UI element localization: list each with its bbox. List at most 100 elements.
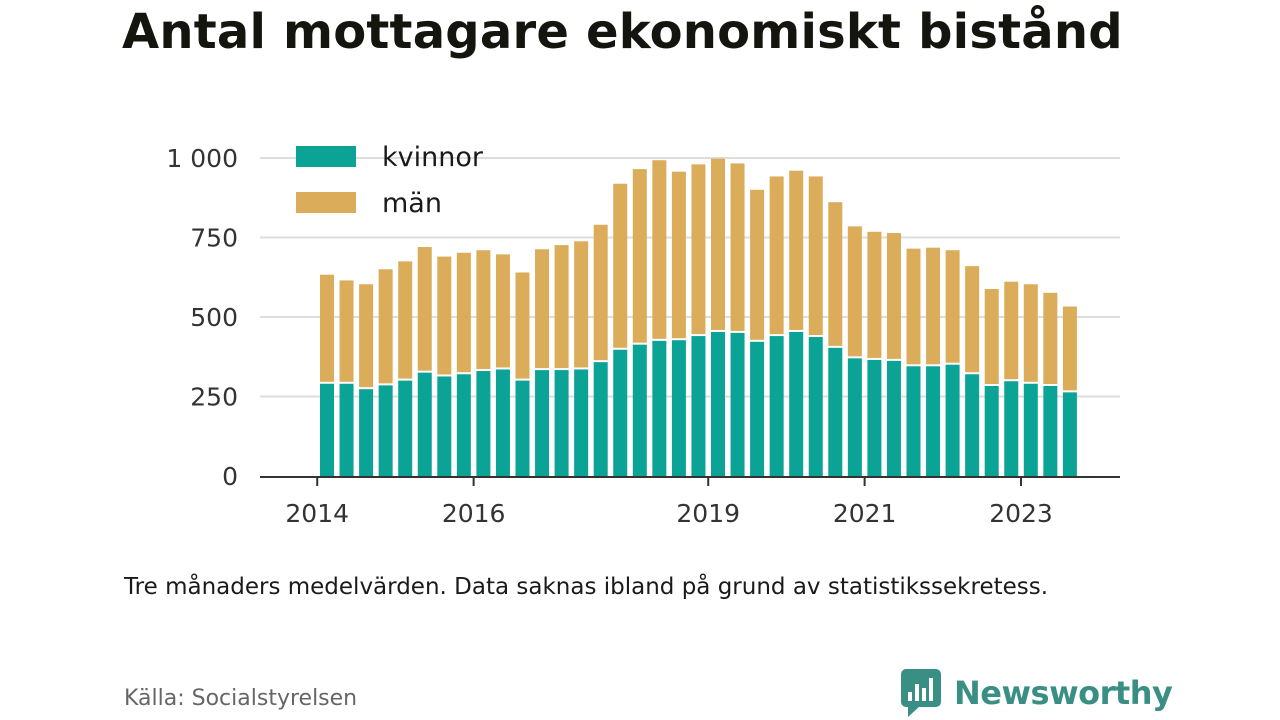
bar-man [554,245,569,369]
y-tick-label: 750 [190,224,238,253]
bar-kvinnor [437,376,452,476]
bar-man [671,171,686,339]
bar-man [984,289,999,385]
y-tick-label: 1 000 [166,144,238,173]
bar-man [456,252,471,373]
y-tick-label: 0 [222,462,238,491]
bar-kvinnor [789,331,804,476]
bar-man [378,269,393,384]
bar-kvinnor [730,332,745,476]
bar-man [593,224,608,361]
bar-man [632,169,647,343]
bar-man [711,158,725,330]
x-tick-label: 2023 [989,499,1053,528]
x-tick-label: 2014 [285,499,349,528]
stacked-bar-chart: 0 250 500 750 1 000 2014 2016 2019 2021 2023 kvi… [166,142,1120,528]
bar-kvinnor [1023,383,1038,476]
bar-kvinnor [906,366,921,476]
bar-man [906,248,921,365]
bar-kvinnor [476,371,491,476]
bar-kvinnor [769,336,784,476]
legend-label-man: män [382,188,442,219]
bar-kvinnor [808,337,823,476]
bar-kvinnor [378,385,393,476]
bar-kvinnor [456,374,471,476]
bar-man [847,226,862,357]
bar-kvinnor [691,336,706,476]
bar-kvinnor [1062,392,1077,476]
bar-man [886,233,901,359]
bar-kvinnor [535,370,550,476]
bar-man [730,163,745,331]
bar-man [769,176,784,335]
legend-swatch-kvinnor [296,146,356,167]
brand-name: Newsworthy [954,674,1173,712]
bar-man [1004,281,1019,380]
bar-man [789,170,804,330]
bar-kvinnor [1043,386,1058,476]
bar-kvinnor [965,374,980,476]
bar-kvinnor [828,347,843,476]
bar-man [613,183,628,348]
chart-title: Antal mottagare ekonomiskt bistånd [122,4,1123,60]
bar-kvinnor [632,344,647,476]
bar-kvinnor [847,358,862,476]
bar-kvinnor [984,386,999,476]
bar-man [867,231,882,358]
bar-man [652,160,667,339]
bar-kvinnor [613,349,628,476]
bar-man [965,266,980,373]
bar-man [535,249,550,369]
y-axis-labels: 0 250 500 750 1 000 [166,144,238,491]
bar-man [926,247,941,365]
bar-kvinnor [1004,381,1019,476]
bar-man [320,274,334,382]
bar-kvinnor [495,369,510,476]
bar-kvinnor [320,383,334,476]
bar-man [808,176,823,336]
x-tick-label: 2021 [833,499,897,528]
legend: kvinnor män [296,142,484,219]
bar-man [828,202,843,346]
bar-kvinnor [711,331,725,476]
bar-man [574,241,589,368]
bar-man [359,284,374,388]
source-text: Källa: Socialstyrelsen [124,686,358,711]
bar-man [476,250,491,370]
bar-chart-speech-bubble-icon [901,669,941,717]
bar-man [1023,284,1038,382]
bar-man [437,256,452,375]
bar-man [398,261,413,379]
bar-kvinnor [398,380,413,476]
bar-kvinnor [945,364,960,476]
bar-man [515,272,530,379]
bar-kvinnor [886,360,901,476]
bar-kvinnor [339,383,354,476]
bar-man [1043,292,1058,385]
x-tick-label: 2019 [676,499,740,528]
bar-kvinnor [554,370,569,476]
bars [320,158,1077,476]
legend-swatch-man [296,192,356,213]
bar-kvinnor [652,340,667,476]
bar-kvinnor [515,380,530,476]
y-tick-label: 250 [190,383,238,412]
bar-kvinnor [593,362,608,476]
y-tick-label: 500 [190,303,238,332]
bar-man [1062,306,1077,391]
brand-logo[interactable]: Newsworthy [900,668,1173,718]
legend-label-kvinnor: kvinnor [382,142,484,173]
bar-kvinnor [574,369,589,476]
bar-man [339,280,354,382]
bar-kvinnor [867,359,882,476]
x-axis: 2014 2016 2019 2021 2023 [260,476,1120,528]
bar-man [495,254,510,368]
chart-note: Tre månaders medelvärden. Data saknas ib… [124,574,1049,600]
bar-kvinnor [750,341,765,476]
bar-man [417,247,432,371]
bar-kvinnor [359,389,374,476]
x-tick-label: 2016 [442,499,506,528]
bar-kvinnor [671,340,686,476]
bar-man [750,189,765,340]
bar-kvinnor [417,372,432,476]
